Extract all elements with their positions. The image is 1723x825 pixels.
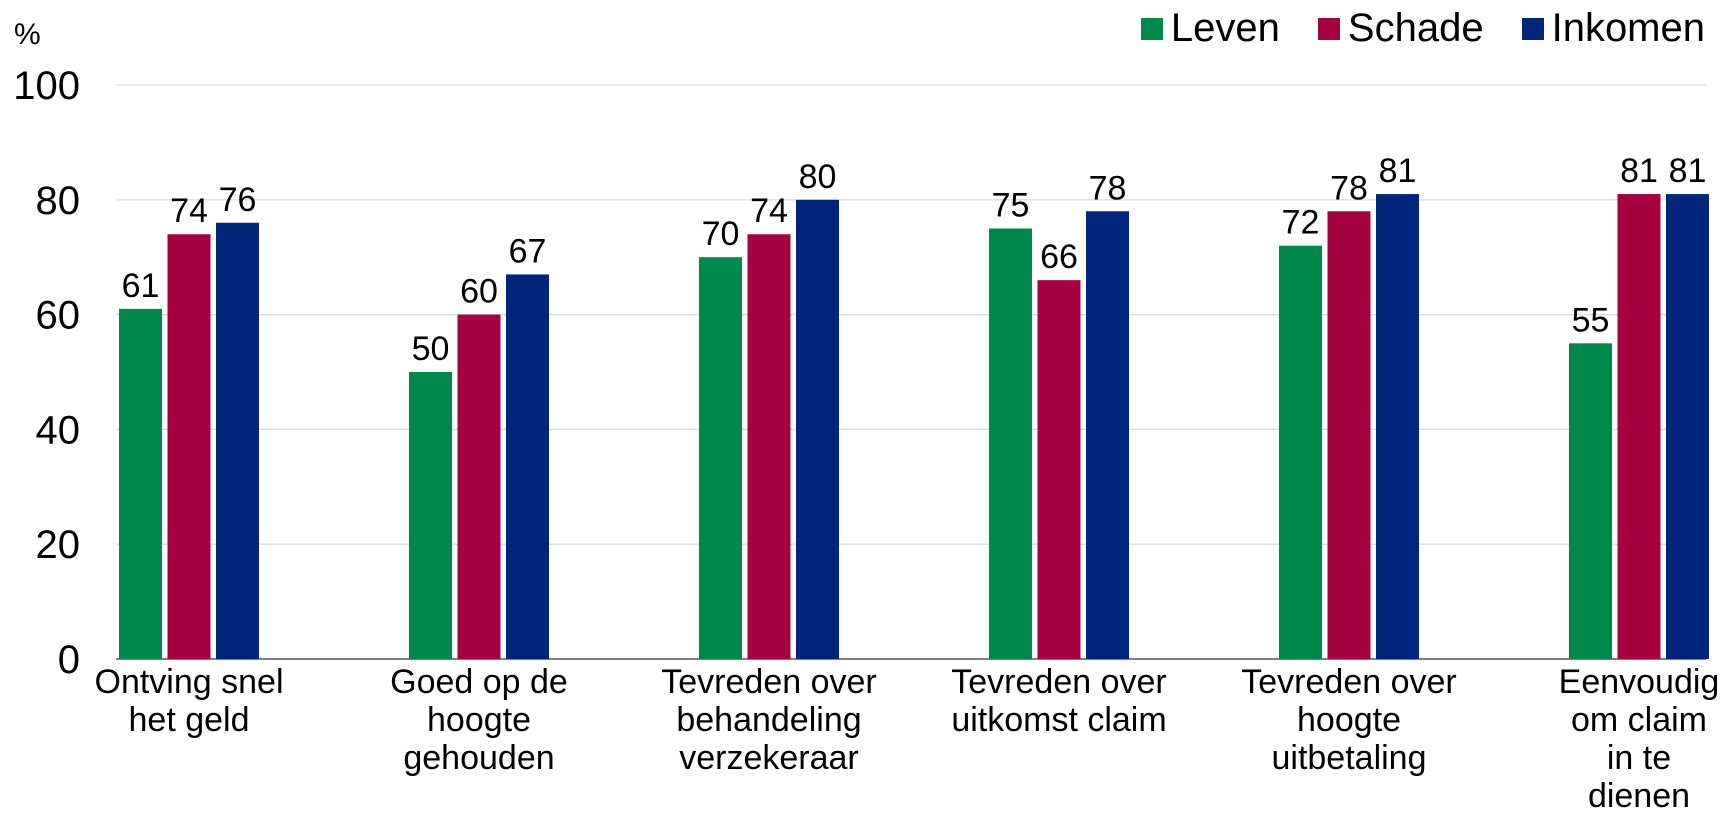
legend-item: Leven	[1140, 6, 1280, 51]
bar	[1376, 194, 1419, 659]
value-label: 78	[1089, 169, 1127, 207]
bar	[119, 308, 162, 659]
x-tick-label: Eenvoudig om claim in te dienen	[1558, 663, 1720, 816]
y-axis-unit: %	[14, 18, 41, 51]
legend-item: Schade	[1317, 6, 1484, 51]
bar	[1666, 194, 1709, 659]
value-label: 55	[1572, 301, 1610, 339]
bar	[699, 257, 742, 659]
value-label: 78	[1330, 169, 1368, 207]
value-label: 75	[992, 187, 1030, 225]
legend-item: Inkomen	[1521, 6, 1705, 51]
value-label: 60	[460, 273, 498, 311]
legend-swatch	[1521, 17, 1544, 40]
bar	[1086, 211, 1129, 659]
value-label: 61	[122, 267, 160, 305]
legend-swatch	[1140, 17, 1163, 40]
bar	[1037, 280, 1081, 659]
value-label: 81	[1379, 152, 1417, 190]
legend-label: Schade	[1347, 6, 1484, 50]
legend-label: Leven	[1170, 6, 1280, 50]
x-tick-label: Goed op de hoogte gehouden	[390, 663, 568, 778]
value-label: 81	[1620, 152, 1658, 190]
value-label: 50	[412, 330, 450, 368]
bar	[796, 199, 839, 660]
y-tick-label: 40	[36, 408, 81, 452]
y-tick-label: 60	[36, 294, 81, 338]
value-label: 74	[170, 192, 208, 230]
value-label: 81	[1669, 152, 1707, 190]
bar	[457, 314, 501, 659]
bar	[216, 222, 259, 659]
bar	[1617, 194, 1661, 659]
bar	[989, 228, 1032, 659]
value-label: 72	[1282, 204, 1320, 242]
value-label: 70	[702, 215, 740, 253]
bar	[409, 372, 452, 659]
value-label: 80	[799, 158, 837, 196]
x-tick-label: Tevreden over hoogte uitbetaling	[1241, 663, 1457, 778]
legend-label: Inkomen	[1551, 6, 1705, 50]
x-tick-label: Ontving snel het geld	[94, 663, 284, 740]
value-label: 67	[509, 232, 547, 270]
x-tick-label: Tevreden over uitkomst claim	[951, 663, 1167, 740]
y-tick-label: 100	[13, 64, 80, 108]
bar	[1327, 211, 1371, 659]
x-tick-label: Tevreden over behandeling verzekeraar	[661, 663, 877, 778]
bar	[747, 234, 791, 660]
bar	[506, 274, 549, 659]
value-label: 74	[750, 192, 788, 230]
bar	[1569, 343, 1612, 659]
y-tick-label: 20	[36, 523, 81, 567]
y-tick-label: 0	[58, 638, 80, 682]
bar	[167, 234, 211, 660]
legend: Leven Schade Inkomen	[1140, 6, 1705, 51]
value-label: 76	[219, 181, 257, 219]
value-label: 66	[1040, 238, 1078, 276]
y-tick-label: 80	[36, 179, 81, 223]
legend-swatch	[1317, 17, 1340, 40]
bar	[1279, 245, 1322, 659]
